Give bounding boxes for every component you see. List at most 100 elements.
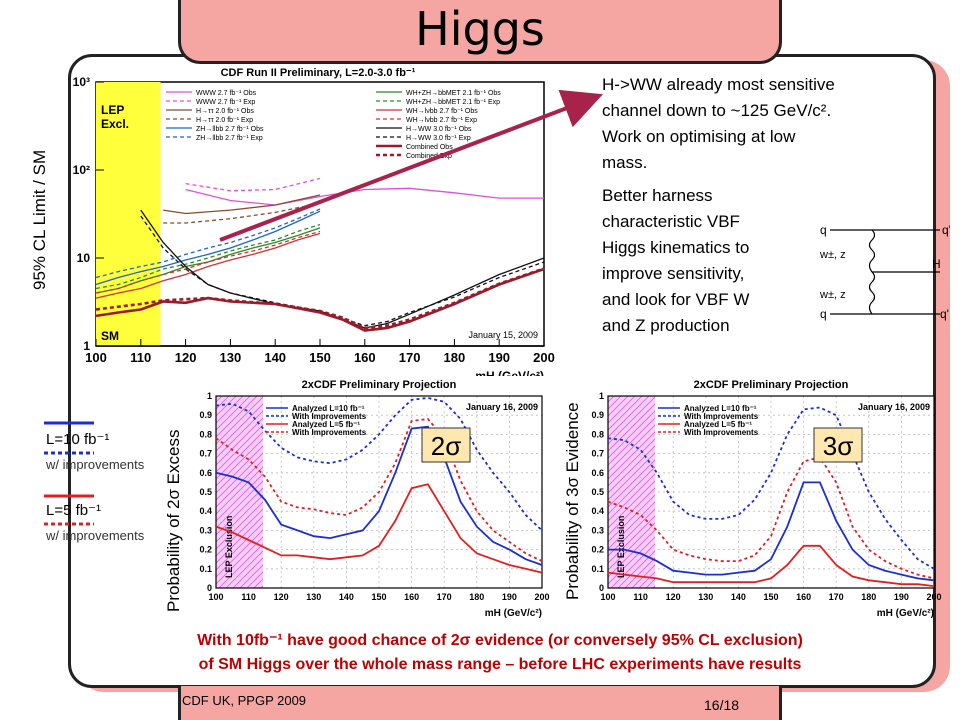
evidence-lep-hatch <box>608 473 655 522</box>
excess-lep-hatch <box>218 543 263 588</box>
note-vbf-line2: characteristic VBF <box>602 212 740 231</box>
vbf-feynman-diagram: q q' w±, z H w±, z q q' <box>819 223 950 321</box>
excess-lep-hatch <box>216 487 263 536</box>
note-hww-line2: channel down to ~125 GeV/c². <box>602 101 832 120</box>
top-x-tick-label: 180 <box>444 350 466 365</box>
evidence-legend-label: Analyzed L=10 fb⁻¹ <box>684 404 757 413</box>
note-vbf-line5: and look for VBF W <box>602 290 750 309</box>
excess-lep-hatch <box>216 480 263 529</box>
top-series-line <box>95 267 545 332</box>
evidence-lep-hatch <box>608 417 655 466</box>
evidence-y-tick-label: 0 <box>599 583 604 593</box>
feyn-w-bottom: w±, z <box>819 289 846 301</box>
evidence-y-tick-label: 0.4 <box>591 506 604 516</box>
evidence-x-tick-label: 100 <box>600 592 615 602</box>
top-legend-label: H→ττ 2.0 fb⁻¹ Exp <box>196 117 253 124</box>
excess-lep-hatch <box>216 459 263 508</box>
excess-y-tick-label: 0.7 <box>199 449 212 459</box>
top-legend-label: WH+ZH→bbMET 2.1 fb⁻¹ Obs <box>406 90 501 97</box>
excess-lep-hatch <box>216 536 263 585</box>
note-vbf-line3: Higgs kinematics to <box>602 238 750 257</box>
evidence-y-tick-label: 0.1 <box>591 564 604 574</box>
excess-series-line <box>215 418 543 562</box>
badge-2sigma: 2σ <box>431 431 462 461</box>
footer-left: CDF UK, PPGP 2009 <box>182 693 307 708</box>
top-legend-label: WH→lνbb 2.7 fb⁻¹ Exp <box>406 117 477 124</box>
excess-x-tick-label: 160 <box>404 592 419 602</box>
top-x-tick-label: 170 <box>399 350 421 365</box>
excess-date-label: January 16, 2009 <box>466 402 538 412</box>
lep-excluded-band <box>96 82 161 346</box>
excess-lep-hatch <box>216 445 263 494</box>
evidence-lep-hatch <box>610 543 655 588</box>
evidence-date-label: January 16, 2009 <box>858 402 930 412</box>
top-x-tick-label: 150 <box>309 350 331 365</box>
evidence-x-tick-label: 130 <box>698 592 713 602</box>
lep-label-1: LEP <box>101 103 124 117</box>
excess-series-line <box>215 425 543 566</box>
top-x-tick-label: 130 <box>220 350 242 365</box>
top-series-line <box>95 267 545 330</box>
excess-lep-hatch <box>216 473 263 522</box>
excess-x-tick-label: 130 <box>306 592 321 602</box>
excess-lep-label: LEP Exclusion <box>224 516 234 578</box>
evidence-ylabel: Probability of 3σ Evidence <box>563 402 582 600</box>
evidence-lep-label: LEP Exclusion <box>616 516 626 578</box>
excess-y-tick-label: 0.8 <box>199 429 212 439</box>
evidence-lep-hatch <box>608 515 655 564</box>
evidence-legend-label: With Improvements <box>684 412 759 421</box>
legend-l10-label: L=10 fb⁻¹ <box>46 431 110 448</box>
excess-lep-hatch <box>216 466 263 515</box>
excess-xlabel: mH (GeV/c²) <box>485 608 542 618</box>
evidence-series-line <box>607 544 935 587</box>
evidence-y-tick-label: 0.7 <box>591 449 604 459</box>
excess-lep-hatch <box>216 403 263 452</box>
badge-3sigma: 3σ <box>823 431 854 461</box>
excess-y-tick-label: 0.9 <box>199 410 212 420</box>
limit-chart: 100 110 120 130 140 150 160 170 180 190 20011010²1… <box>73 67 555 376</box>
excess-lep-hatch <box>216 522 263 571</box>
excess-title: 2xCDF Preliminary Projection <box>302 379 457 391</box>
evidence-x-tick-label: 150 <box>763 592 778 602</box>
top-x-tick-label: 140 <box>264 350 286 365</box>
excess-series-line <box>215 483 543 574</box>
top-legend-label: ZH→llbb 2.7 fb⁻¹ Obs <box>196 126 264 133</box>
evidence-lep-hatch <box>608 396 650 438</box>
excess-y-tick-label: 0 <box>207 583 212 593</box>
note-vbf-line1: Better harness <box>602 186 713 205</box>
evidence-lep-hatch <box>617 550 655 588</box>
top-date-label: January 15, 2009 <box>468 330 538 340</box>
top-title: CDF Run II Preliminary, L=2.0-3.0 fb⁻¹ <box>221 67 416 79</box>
lep-label-2: Excl. <box>101 117 129 131</box>
w-propagator-top <box>868 229 876 273</box>
top-series-line <box>95 223 321 290</box>
excess-x-tick-label: 110 <box>241 592 256 602</box>
top-ylabel: 95% CL Limit / SM <box>30 149 49 290</box>
note-hww-line1: H->WW already most sensitive <box>602 75 835 94</box>
evidence-lep-hatch <box>608 529 655 578</box>
conclusion-line2: of SM Higgs over the whole mass range – … <box>198 656 802 673</box>
note-vbf-line6: and Z production <box>602 316 730 335</box>
excess-lep-hatch <box>216 424 263 473</box>
top-y-tick-label: 10 <box>77 251 91 265</box>
excess-y-tick-label: 0.6 <box>199 468 212 478</box>
excess-lep-hatch <box>216 529 263 578</box>
top-series-line <box>95 230 321 294</box>
title-tab: Higgs <box>178 0 782 64</box>
excess-y-tick-label: 0.2 <box>199 545 212 555</box>
footer-tab <box>178 686 782 720</box>
evidence-lep-hatch <box>608 522 655 571</box>
top-x-tick-label: 100 <box>85 350 107 365</box>
excess-x-tick-label: 120 <box>274 592 289 602</box>
top-legend-label: H→ττ 2.0 fb⁻¹ Obs <box>196 108 254 115</box>
evidence-y-tick-label: 1 <box>599 391 604 401</box>
top-x-tick-label: 160 <box>354 350 376 365</box>
excess-x-tick-label: 140 <box>339 592 354 602</box>
excess-y-tick-label: 0.5 <box>199 487 212 497</box>
top-legend-label: H→WW 3.0 fb⁻¹ Exp <box>406 135 471 142</box>
evidence-lep-hatch <box>608 410 655 459</box>
evidence-y-tick-label: 0.8 <box>591 429 604 439</box>
evidence-y-tick-label: 0.2 <box>591 545 604 555</box>
evidence-x-tick-label: 200 <box>926 592 941 602</box>
evidence-xlabel: mH (GeV/c²) <box>877 608 934 618</box>
